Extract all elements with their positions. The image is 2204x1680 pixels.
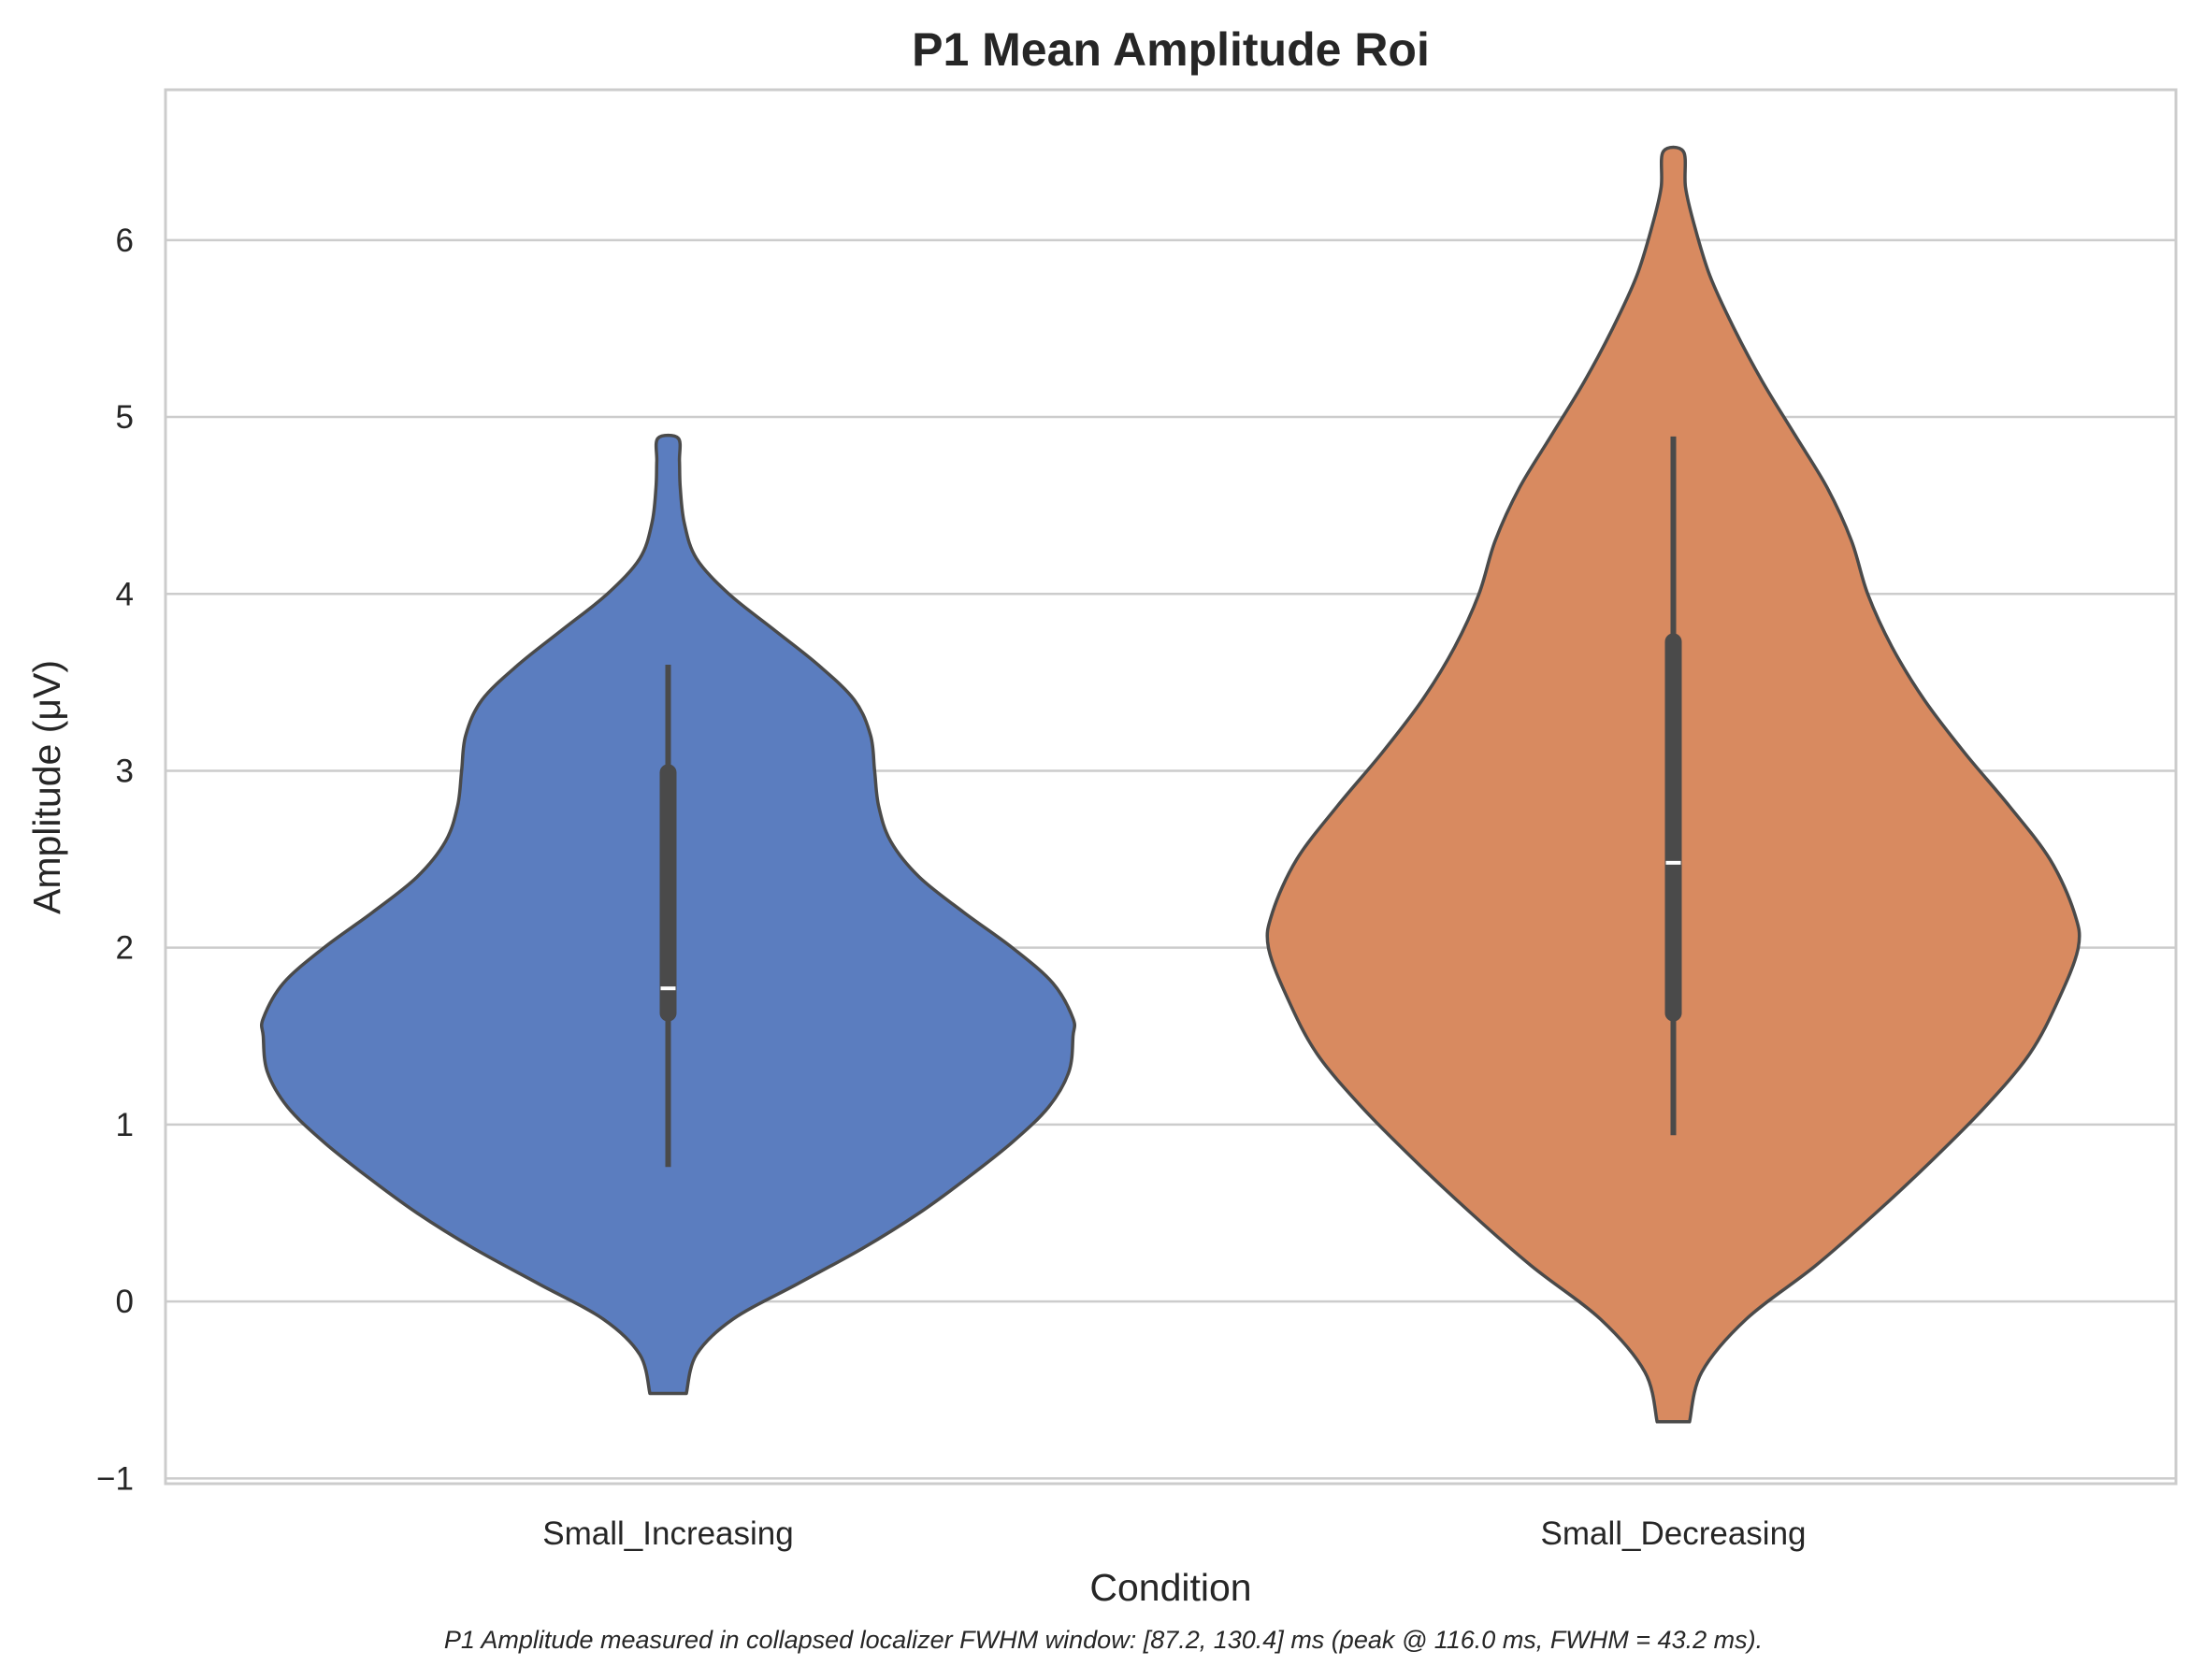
y-axis-label: Amplitude (μV) <box>25 660 68 914</box>
violins <box>259 145 2082 1424</box>
chart-caption: P1 Amplitude measured in collapsed local… <box>444 1626 1763 1654</box>
y-tick-label: 2 <box>116 930 134 967</box>
y-tick-label: 1 <box>116 1107 134 1143</box>
y-tick-label: 5 <box>116 399 134 436</box>
x-tick-labels: Small_Increasing Small_Decreasing <box>542 1515 1806 1552</box>
x-tick-label: Small_Increasing <box>542 1515 793 1552</box>
y-tick-label: −1 <box>96 1460 134 1497</box>
y-tick-label: 6 <box>116 223 134 259</box>
plot-area-frame <box>164 88 2178 1486</box>
y-tick-labels: −1 0 1 2 3 4 5 6 <box>96 223 134 1497</box>
y-tick-label: 4 <box>116 576 134 612</box>
y-tick-label: 0 <box>116 1284 134 1320</box>
x-tick-label: Small_Decreasing <box>1540 1515 1806 1552</box>
chart-title: P1 Mean Amplitude Roi <box>912 23 1430 76</box>
y-tick-label: 3 <box>116 753 134 789</box>
x-axis-label: Condition <box>1089 1566 1251 1609</box>
